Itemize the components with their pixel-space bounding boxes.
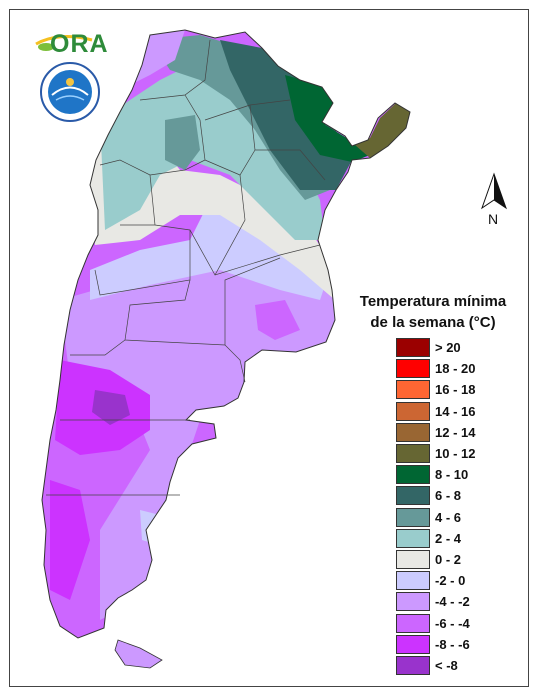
north-arrow-icon [481,172,507,210]
legend-label: > 20 [435,340,461,356]
legend-label: 14 - 16 [435,403,476,419]
province-boundaries [46,39,326,496]
legend-label: 2 - 4 [435,530,462,546]
legend-swatch [396,380,430,400]
legend-item: 18 - 20 [396,358,475,379]
legend-item: 2 - 4 [396,528,475,549]
legend-label: -2 - 0 [435,573,466,589]
legend-label: -8 - -6 [435,636,470,652]
legend-swatch [396,465,430,485]
legend-title-line2: de la semana (°C) [370,314,496,331]
legend-item: -6 - -4 [396,612,475,633]
legend-label: 12 - 14 [435,424,476,440]
ora-logo-graphic [35,35,93,51]
north-label: N [488,211,499,227]
legend-label: 10 - 12 [435,446,476,462]
legend-swatch [396,528,430,548]
legend-swatch [396,486,430,506]
legend-item: -4 - -2 [396,591,475,612]
legend-item: 10 - 12 [396,443,475,464]
legend-swatch [396,507,430,527]
legend-swatch [396,613,430,633]
legend-item: < -8 [396,655,475,676]
legend-label: 8 - 10 [435,467,469,483]
legend-item: 12 - 14 [396,422,475,443]
legend-label: < -8 [435,657,458,673]
smn-seal [40,62,100,122]
legend-label: -4 - -2 [435,594,470,610]
legend-item: 8 - 10 [396,464,475,485]
legend-label: 18 - 20 [435,361,476,377]
legend-title: Temperatura mínima de la semana (°C) [338,291,528,333]
legend-item: 16 - 18 [396,379,475,400]
legend-item: 14 - 16 [396,401,475,422]
legend-swatch [396,592,430,612]
legend-swatch [396,422,430,442]
legend-swatch [396,549,430,569]
legend-label: 0 - 2 [435,551,462,567]
legend-item: 6 - 8 [396,485,475,506]
legend-swatch [396,655,430,675]
legend-label: -6 - -4 [435,615,470,631]
legend-item: -2 - 0 [396,570,475,591]
country-outline [41,29,411,639]
legend-item: 4 - 6 [396,507,475,528]
legend-swatch [396,571,430,591]
legend-swatch [396,444,430,464]
legend-swatch [396,401,430,421]
legend-swatch [396,359,430,379]
legend-label: 16 - 18 [435,382,476,398]
legend-item: > 20 [396,337,475,358]
legend-title-line1: Temperatura mínima [359,293,507,310]
legend-swatch [396,634,430,654]
legend: > 20 18 - 20 16 - 18 14 - 16 12 - 14 10 - 12 8… [396,337,475,676]
legend-label: 4 - 6 [435,509,462,525]
legend-swatch [396,338,430,358]
legend-item: -8 - -6 [396,634,475,655]
ora-logo-text: ORA [50,30,109,58]
legend-label: 6 - 8 [435,488,462,504]
legend-item: 0 - 2 [396,549,475,570]
tierra-del-fuego [114,639,163,669]
